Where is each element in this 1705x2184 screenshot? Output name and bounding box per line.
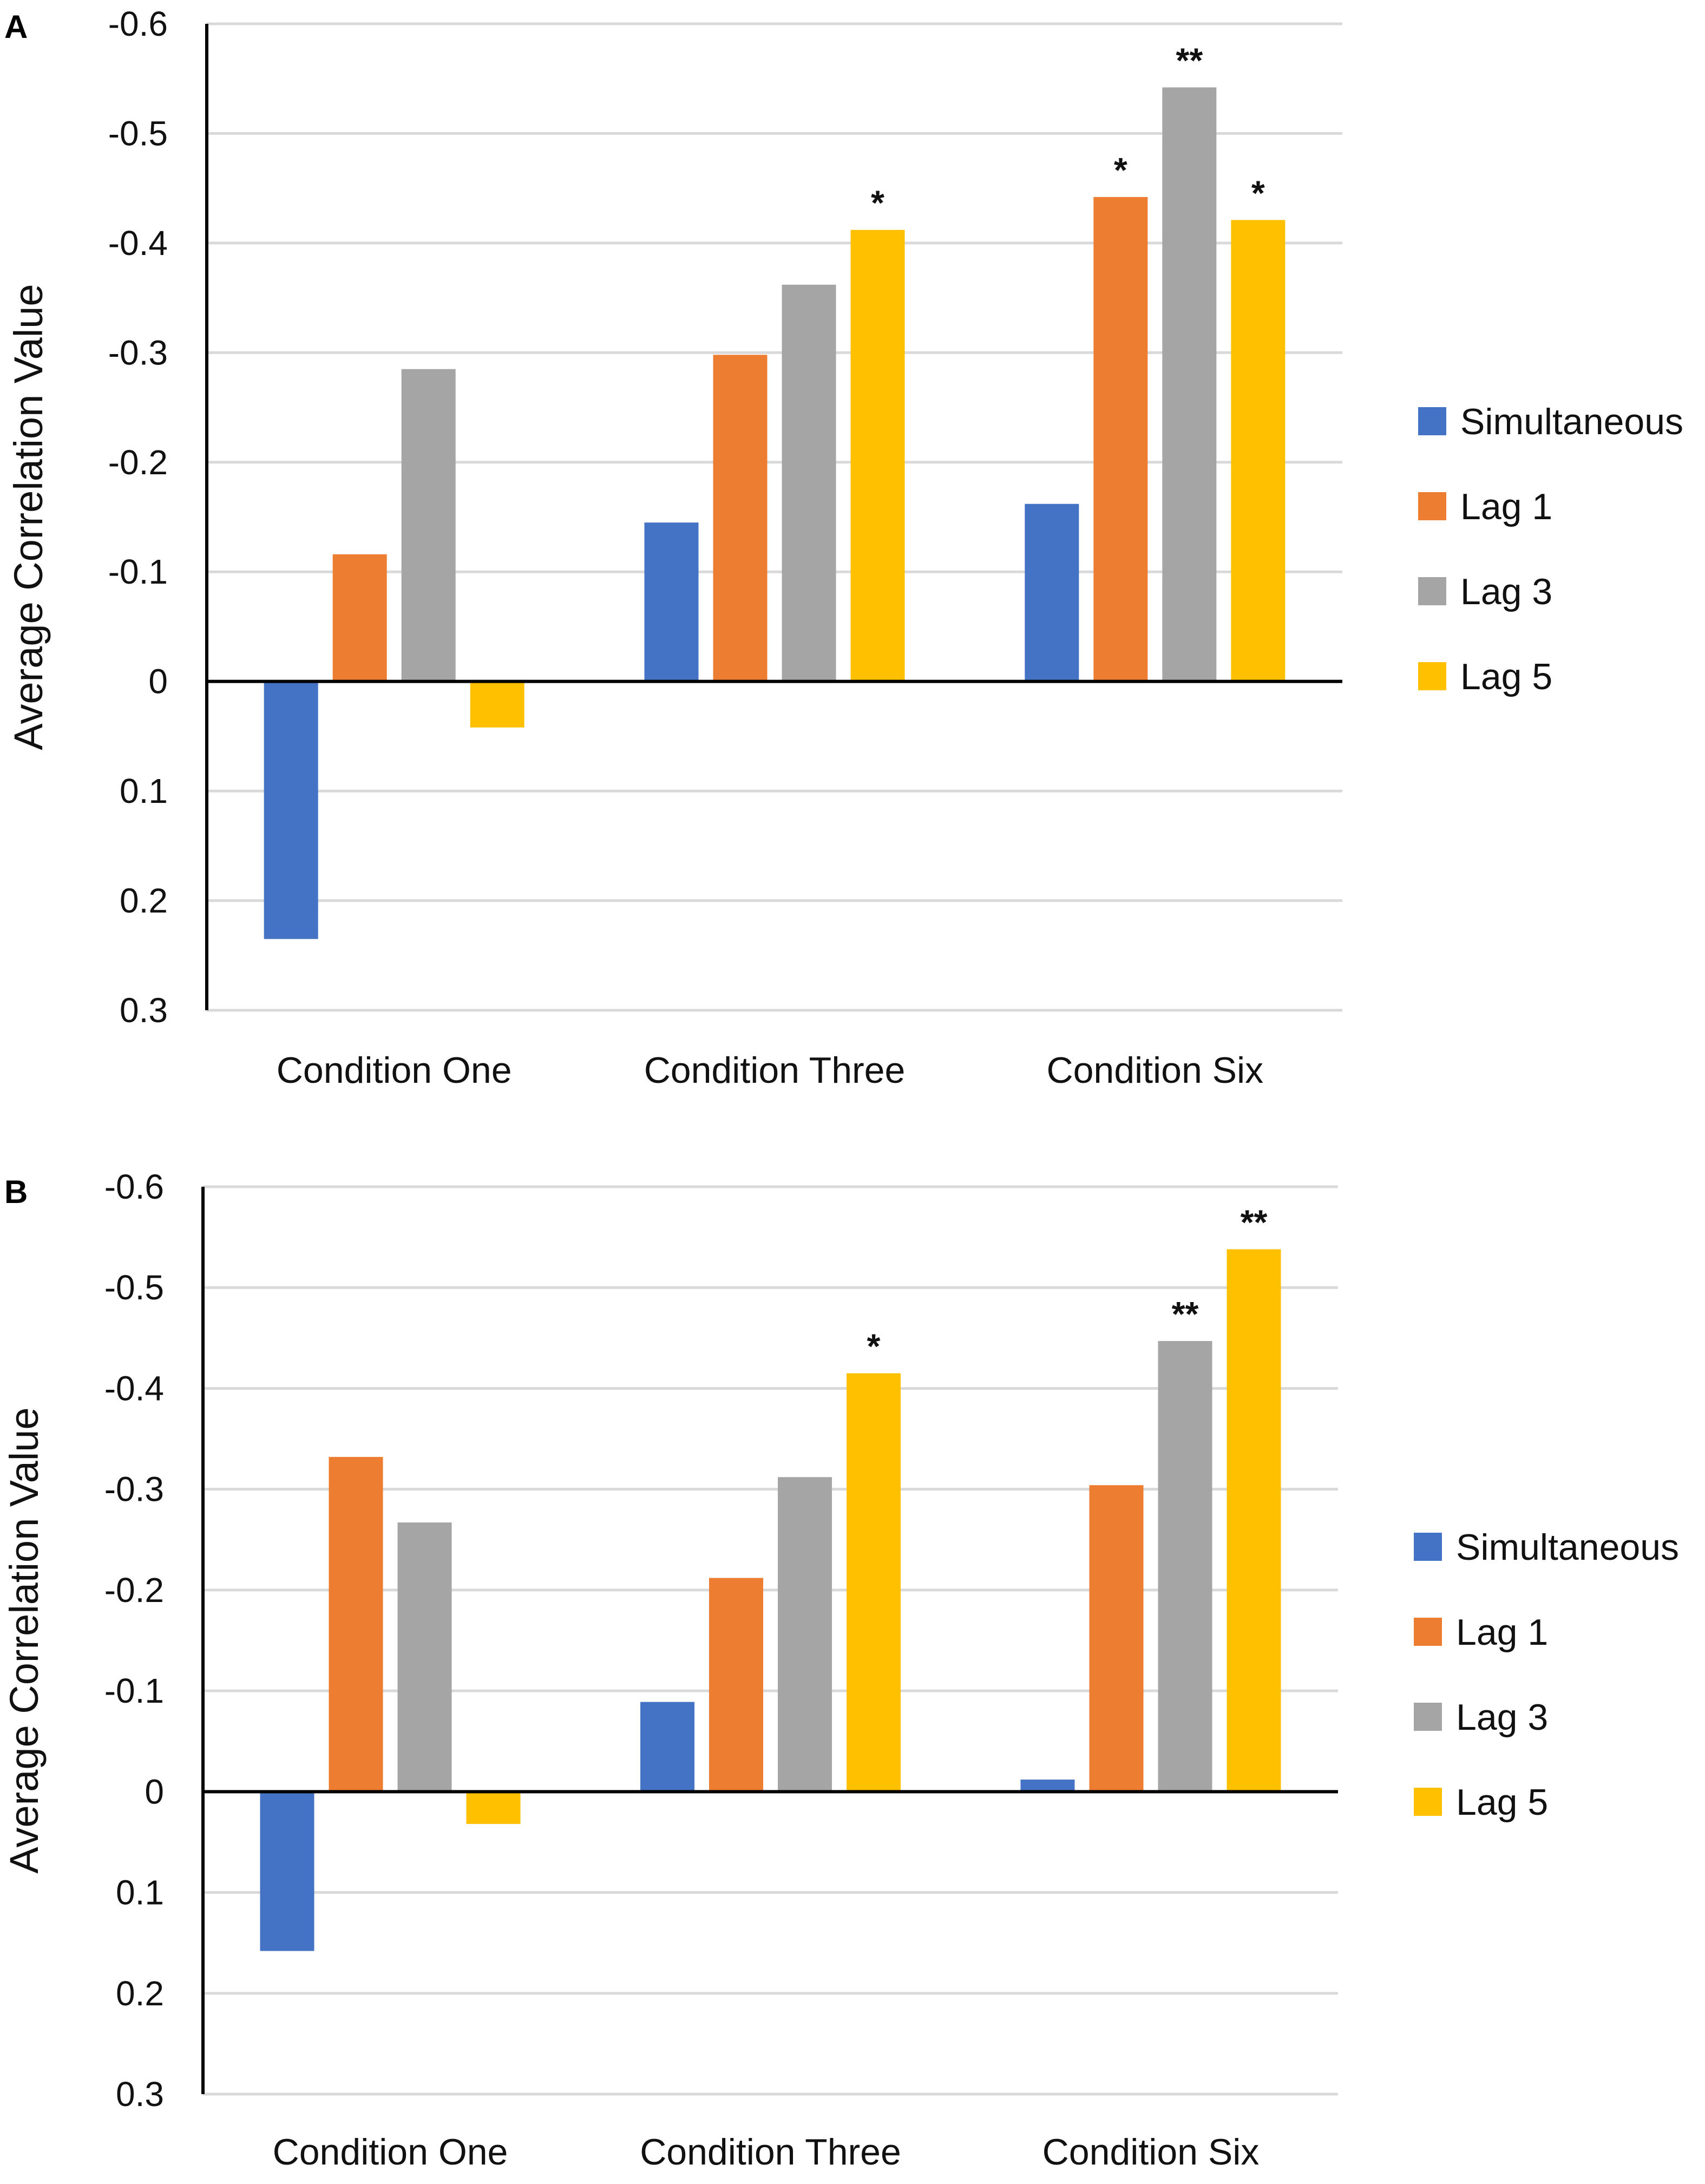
- panel-a-chart: A -0.6 -0.5 -0.4 -0.3 -0.2 -0.1 0 0.1 0.2 0.3 Condi…: [4, 4, 1683, 1091]
- bar-lag-5-condition-one: [466, 1791, 521, 1824]
- bar-simultaneous-condition-three: [640, 1702, 694, 1792]
- legend-swatch: [1418, 577, 1446, 605]
- y-tick-label: -0.3: [104, 1470, 164, 1509]
- bar-lag-1-condition-three: [709, 1578, 763, 1792]
- y-tick-label: 0.2: [120, 881, 168, 920]
- bar-lag-3-condition-six: [1162, 87, 1217, 682]
- bar-lag-1-condition-one: [332, 554, 387, 682]
- bar-lag-3-condition-six: [1158, 1341, 1212, 1792]
- y-tick-label: -0.1: [108, 552, 168, 591]
- bar-lag-3-condition-three: [782, 284, 836, 682]
- bar-simultaneous-condition-six: [1025, 504, 1079, 682]
- legend-label: Lag 3: [1456, 1697, 1548, 1738]
- y-tick-label: 0.3: [116, 2075, 164, 2114]
- y-tick-label: 0.2: [116, 1974, 164, 2013]
- bar-simultaneous-condition-one: [264, 681, 318, 939]
- legend-label: Lag 3: [1460, 571, 1552, 612]
- x-category-label: Condition Six: [1046, 1050, 1263, 1091]
- bar-lag-5-condition-three: [850, 230, 905, 682]
- panel-b-chart: B -0.6 -0.5 -0.4 -0.3 -0.2 -0.1 0 0.1 0.2 0.3 Condi…: [2, 1167, 1679, 2173]
- y-tick-label: -0.4: [104, 1369, 164, 1408]
- legend-swatch: [1414, 1533, 1442, 1561]
- legend-swatch: [1418, 492, 1446, 520]
- y-tick-label: 0: [148, 662, 168, 701]
- bar-simultaneous-condition-three: [644, 522, 699, 682]
- legend-swatch: [1418, 407, 1446, 435]
- y-tick-label: 0: [145, 1772, 164, 1811]
- significance-marker: *: [1251, 173, 1265, 212]
- x-category-label: Condition One: [277, 1050, 512, 1091]
- y-tick-label: 0.1: [120, 771, 168, 810]
- x-category-label: Condition Six: [1042, 2131, 1260, 2173]
- significance-marker: **: [1176, 41, 1203, 80]
- legend-swatch: [1414, 1788, 1442, 1816]
- y-tick-label: -0.6: [108, 4, 168, 43]
- bar-lag-5-condition-six: [1231, 220, 1286, 682]
- significance-marker: *: [1114, 151, 1127, 189]
- significance-marker: *: [871, 184, 884, 223]
- y-tick-label: -0.4: [108, 224, 168, 263]
- legend-swatch: [1414, 1703, 1442, 1731]
- y-tick-label: -0.3: [108, 333, 168, 372]
- bar-lag-1-condition-six: [1093, 197, 1148, 682]
- bar-lag-5-condition-one: [470, 681, 524, 728]
- y-tick-label: 0.3: [120, 991, 168, 1030]
- y-tick-label: -0.6: [104, 1167, 164, 1206]
- bar-lag-5-condition-three: [847, 1373, 901, 1792]
- y-axis-title: Average Correlation Value: [2, 1407, 47, 1873]
- x-category-label: Condition One: [273, 2131, 508, 2173]
- significance-marker: **: [1241, 1202, 1268, 1241]
- legend-label: Lag 5: [1456, 1782, 1548, 1823]
- legend-label: Lag 1: [1460, 486, 1552, 527]
- significance-marker: **: [1172, 1294, 1199, 1333]
- y-tick-label: -0.1: [104, 1671, 164, 1710]
- panel-letter: B: [4, 1174, 28, 1210]
- x-category-label: Condition Three: [640, 2131, 901, 2173]
- y-tick-label: 0.1: [116, 1873, 164, 1912]
- y-tick-label: -0.2: [104, 1571, 164, 1610]
- panel-letter: A: [4, 9, 28, 45]
- legend-swatch: [1418, 662, 1446, 690]
- y-tick-label: -0.5: [104, 1268, 164, 1307]
- bar-simultaneous-condition-one: [260, 1791, 314, 1951]
- legend-label: Lag 5: [1460, 656, 1552, 697]
- bar-lag-1-condition-one: [329, 1457, 383, 1792]
- y-tick-label: -0.2: [108, 443, 168, 482]
- bar-lag-3-condition-one: [397, 1522, 452, 1792]
- legend-label: Simultaneous: [1460, 401, 1683, 442]
- y-axis-title: Average Correlation Value: [6, 284, 51, 750]
- legend-label: Lag 1: [1456, 1612, 1548, 1653]
- y-tick-label: -0.5: [108, 114, 168, 153]
- legend-swatch: [1414, 1618, 1442, 1646]
- bar-lag-5-condition-six: [1227, 1249, 1281, 1792]
- significance-marker: *: [867, 1327, 881, 1366]
- x-category-label: Condition Three: [644, 1050, 906, 1091]
- bar-lag-1-condition-six: [1089, 1485, 1144, 1792]
- bar-lag-3-condition-three: [778, 1477, 832, 1792]
- bar-simultaneous-condition-six: [1020, 1779, 1075, 1792]
- legend-label: Simultaneous: [1456, 1527, 1679, 1568]
- bar-lag-3-condition-one: [401, 369, 456, 682]
- bar-lag-1-condition-three: [713, 355, 768, 682]
